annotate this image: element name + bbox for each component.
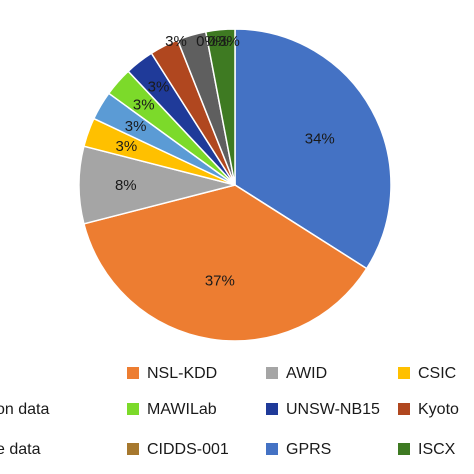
slice-value-label: 3% — [125, 118, 147, 135]
slice-value-label: 3% — [165, 33, 187, 50]
chart-legend: NSL-KDD AWID CSIC on data MAWILab UNSW-NB15 Ky… — [0, 365, 459, 458]
pie-value-labels: 34%37%8%3%3%3%3%3% 0%0%3% — [115, 33, 335, 290]
legend-label: Kyoto — [418, 401, 459, 418]
slice-value-label: 37% — [205, 273, 235, 290]
slice-value-label: 8% — [115, 177, 137, 194]
legend-label: e data — [0, 441, 41, 458]
legend-label: UNSW-NB15 — [286, 401, 380, 418]
legend-label: CSIC — [418, 365, 456, 382]
pie-slice — [234, 28, 392, 270]
legend-swatch — [398, 443, 410, 455]
slice-value-label: 3% — [133, 97, 155, 114]
slice-value-label: 34% — [305, 130, 335, 147]
slice-value-label: 3% — [148, 78, 170, 95]
legend-swatch — [266, 443, 278, 455]
legend-label: ISCX — [418, 441, 456, 458]
legend-label: on data — [0, 401, 49, 418]
legend-swatch — [266, 403, 278, 415]
legend-swatch — [127, 403, 139, 415]
legend-swatch — [266, 367, 278, 379]
legend-swatch — [127, 443, 139, 455]
slice-value-label: 0% — [207, 33, 229, 50]
legend-swatch — [127, 367, 139, 379]
slice-value-label: 3% — [116, 138, 138, 155]
slice-value-label: 3% — [218, 33, 240, 50]
legend-label: AWID — [286, 365, 327, 382]
pie-slices — [78, 28, 392, 342]
legend-label: MAWILab — [147, 401, 217, 418]
legend-swatch — [398, 367, 410, 379]
legend-swatch — [398, 403, 410, 415]
pie-slice — [204, 28, 236, 186]
legend-label: CIDDS-001 — [147, 441, 229, 458]
pie-slice — [82, 184, 368, 342]
legend-label: GPRS — [286, 441, 331, 458]
slice-value-label: 0% — [196, 33, 218, 50]
legend-label: NSL-KDD — [147, 365, 217, 382]
